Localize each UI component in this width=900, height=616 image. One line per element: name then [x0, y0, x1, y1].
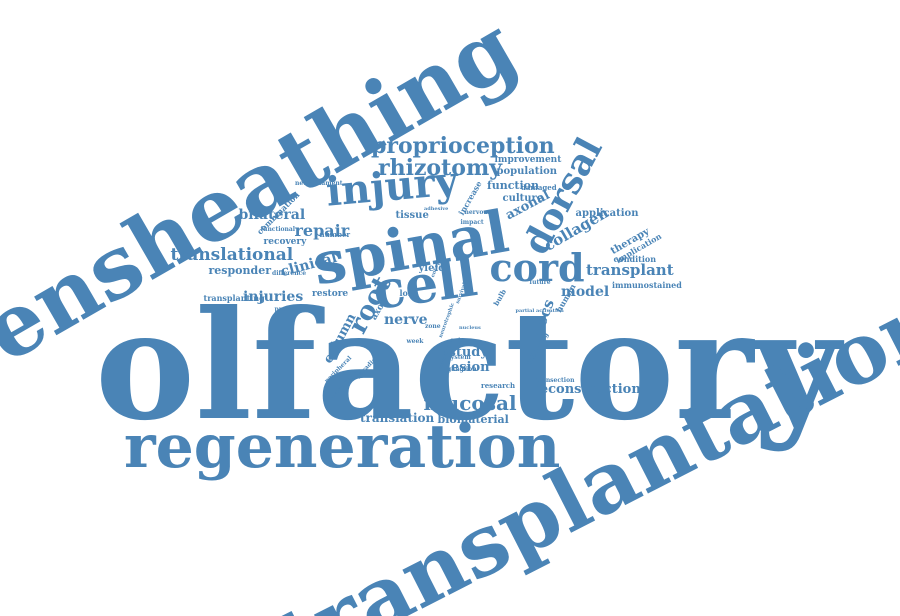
- word-regeneration: regeneration: [124, 412, 561, 482]
- word-nerve: nerve: [384, 312, 428, 328]
- word-nucleus: nucleus: [459, 324, 481, 331]
- word-impact: impact: [460, 219, 484, 226]
- word-system: system: [447, 354, 471, 361]
- word-difference: difference: [272, 270, 307, 277]
- word-zone: zone: [425, 323, 441, 330]
- word-improvement: improvement: [494, 154, 562, 165]
- word-olfactory: olfactory: [95, 278, 841, 454]
- word-recovery: recovery: [263, 236, 307, 247]
- word-translational: translational: [170, 244, 294, 265]
- word-immunostained: immunostained: [612, 280, 682, 290]
- word-week: week: [406, 338, 424, 345]
- word-mucosal: mucosal: [423, 391, 517, 415]
- word-tissue: tissue: [395, 210, 429, 221]
- word-transplanting: transplanting: [203, 293, 265, 303]
- word-injuries: injuries: [243, 289, 304, 305]
- word-nervous: nervous: [464, 209, 492, 216]
- word-damaged: damaged: [521, 182, 557, 192]
- word-study: study: [448, 344, 488, 360]
- word-biomaterial: biomaterial: [437, 412, 509, 426]
- word-ganglion: ganglion: [447, 366, 477, 373]
- word-activation: activation: [536, 307, 564, 314]
- word-proprioception: proprioception: [371, 133, 555, 159]
- word-storage: storage: [341, 370, 367, 377]
- word-research: research: [481, 380, 516, 390]
- word-transplant: transplant: [586, 260, 674, 279]
- word-rhizotomy: rhizotomy: [378, 155, 503, 181]
- word-restore: restore: [312, 288, 349, 299]
- word-transection: transection: [536, 377, 575, 384]
- word-lesion: lesion: [446, 359, 490, 375]
- word-functional: functional: [260, 226, 296, 233]
- word-repair: repair: [294, 221, 350, 240]
- word-yield: yield: [418, 263, 446, 274]
- word-future: future: [529, 279, 551, 286]
- word-number: number: [319, 229, 351, 239]
- word-neurofilament: neurofilament: [295, 180, 343, 187]
- word-cord: cord: [489, 245, 585, 290]
- word-condition: condition: [613, 254, 657, 264]
- word-reconstruction: reconstruction: [533, 381, 641, 397]
- word-bilateral: bilateral: [238, 207, 306, 223]
- word-translation: translation: [360, 411, 435, 425]
- word-responder: responder: [208, 263, 272, 277]
- word-application: application: [575, 208, 639, 219]
- word-model: model: [561, 284, 610, 300]
- word-partial: partial: [515, 307, 535, 314]
- word-adhesive: adhesive: [424, 205, 449, 212]
- word-culture: culture: [502, 193, 544, 204]
- word-function: function: [487, 178, 540, 192]
- word-loss: loss: [399, 288, 417, 298]
- word-previous: previous: [274, 306, 304, 313]
- word-population: population: [496, 166, 558, 177]
- word-entry: entry: [450, 337, 468, 344]
